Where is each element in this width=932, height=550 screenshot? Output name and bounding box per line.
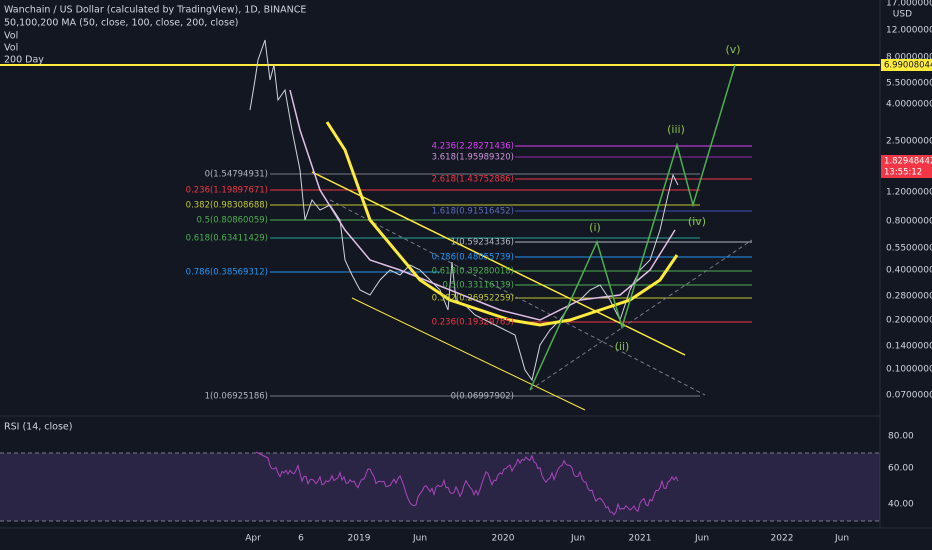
fib-label: 0.382(0.98308688): [186, 201, 268, 211]
fib-label: 0.5(0.80860059): [196, 216, 268, 226]
time-axis-label: Jun: [570, 534, 585, 544]
price-axis-label: 12.00000000: [886, 26, 932, 36]
fib-label: 3.618(1.95989320): [432, 153, 514, 163]
price-tag: [881, 155, 932, 178]
price-tag: [881, 59, 932, 71]
last-price: 1.82948442: [884, 157, 932, 167]
price-tag-label: 6.99008044: [884, 61, 932, 71]
time-axis-label: Jun: [694, 534, 709, 544]
time-axis-label: Apr: [245, 534, 261, 544]
ma-line: [325, 121, 679, 327]
fib-label: 0(1.54794931): [205, 170, 268, 180]
fib-label: 1.618(0.91516452): [432, 207, 514, 217]
price-axis-label: 8.00000000: [886, 53, 932, 63]
wave-line: [529, 64, 736, 391]
indicator: Vol: [4, 31, 18, 42]
rsi-axis-label: 80.00: [888, 432, 914, 442]
countdown: 13:55:12: [884, 168, 922, 178]
wave-label: (iv): [688, 215, 706, 228]
price-axis: 17.00000000 12.00000000 8.00000000 5.500000…: [886, 0, 932, 401]
indicator: Vol: [4, 43, 18, 54]
rsi-axis-label: 60.00: [888, 464, 914, 474]
time-axis: Apr 6 2019 Jun 2020 Jun 2021 Jun 2022 Jun: [245, 534, 849, 544]
fib-lines: [270, 145, 752, 397]
time-axis-label: 2020: [492, 534, 515, 544]
price-axis-label: 2.50000000: [886, 137, 932, 147]
trend-line: [329, 199, 706, 396]
fib-label: 0.5(0.33116139): [442, 281, 514, 291]
trend-line: [529, 239, 753, 391]
time-axis-label: Jun: [834, 534, 849, 544]
fib-label: 0.618(0.63411429): [186, 234, 268, 244]
price-axis-label: 0.07000000: [886, 391, 932, 401]
fib-label: 0.786(0.38569312): [186, 268, 268, 278]
wave-label: (ii): [615, 340, 630, 353]
indicator: 50,100,200 MA (50, close, 100, close, 20…: [4, 18, 239, 29]
fib-label: 1(0.59234336): [451, 238, 514, 248]
fib-label: 0.236(1.19897671): [186, 186, 268, 196]
wave-label: (v): [725, 43, 740, 56]
fib-label: 0(0.06997902): [451, 392, 514, 402]
indicator: 200 Day: [4, 55, 44, 66]
rsi-line: [255, 451, 679, 516]
fib-label: 0.236(0.19329765): [432, 318, 514, 328]
rsi-axis-label: 40.00: [888, 500, 914, 510]
channel-line: [351, 297, 586, 411]
ma-line: [289, 89, 676, 321]
wave-label: (i): [589, 221, 601, 234]
price-line: [249, 39, 679, 382]
fib-label: 2.618(1.43752886): [432, 175, 514, 185]
rsi-title: RSI (14, close): [4, 422, 72, 433]
fib-label: 4.236(2.28271436): [432, 142, 514, 152]
price-axis-label: 5.50000000: [886, 79, 932, 89]
axis-unit: USD: [893, 10, 912, 20]
fib-label: 1(0.06925186): [205, 392, 268, 402]
time-axis-label: 6: [298, 534, 304, 544]
time-axis-label: 2019: [348, 534, 371, 544]
time-axis-label: Jun: [412, 534, 427, 544]
fib-label: 0.618(0.39280018): [432, 267, 514, 277]
fib-label: 0.382(0.26952259): [432, 294, 514, 304]
time-axis-label: 2021: [629, 534, 652, 544]
time-axis-label: 2022: [771, 534, 794, 544]
header-title: Wanchain / US Dollar (calculated by Trad…: [4, 5, 306, 16]
fib-label: 0.786(0.48055739): [432, 253, 514, 263]
price-axis-label: 17.00000000: [886, 0, 932, 9]
price-axis-label: 4.00000000: [886, 100, 932, 110]
wave-label: (iii): [667, 123, 685, 136]
